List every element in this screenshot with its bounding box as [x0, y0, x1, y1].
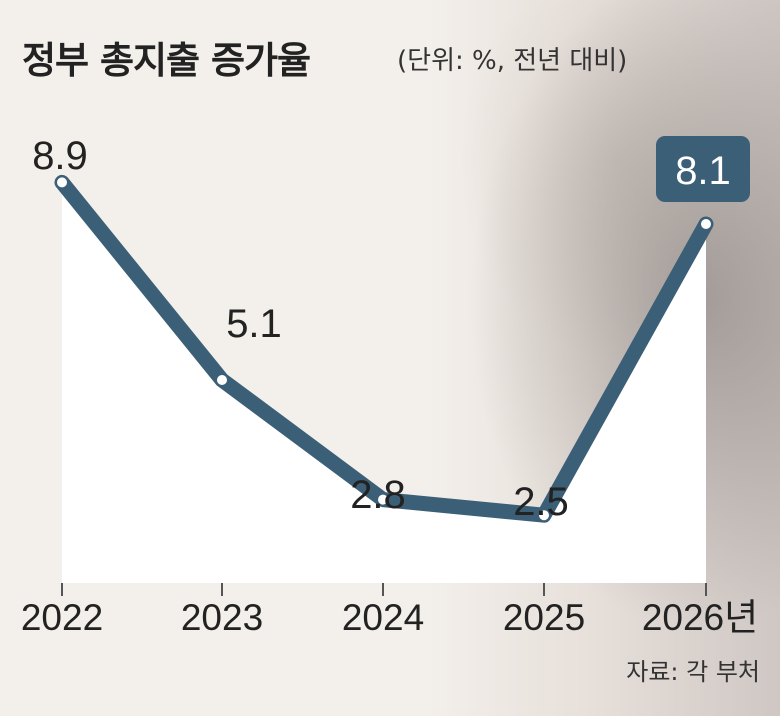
data-label-1: 5.1 [226, 302, 282, 346]
chart-title: 정부 총지출 증가율 [22, 39, 311, 82]
unit-note: (단위: %, 전년 대비) [397, 46, 628, 76]
x-tick-label-3: 2025 [503, 597, 585, 638]
x-tick-label-4: 2026년 [642, 597, 758, 638]
data-point-0 [55, 175, 69, 190]
highlight-badge [656, 136, 750, 202]
data-label-2: 2.8 [350, 473, 406, 517]
x-tick-label-1: 2023 [181, 597, 263, 638]
data-point-1 [215, 373, 229, 387]
x-tick-label-2: 2024 [342, 597, 424, 638]
area-fill [62, 182, 706, 583]
source-note: 자료: 각 부처 [626, 658, 760, 686]
data-point-4 [699, 217, 713, 231]
data-label-0: 8.9 [32, 134, 88, 178]
data-label-3: 2.5 [513, 480, 569, 524]
x-tick-label-0: 2022 [21, 597, 103, 638]
data-point-3 [537, 508, 551, 523]
data-label-highlight: 8.1 [675, 149, 731, 193]
data-point-2 [376, 492, 390, 507]
